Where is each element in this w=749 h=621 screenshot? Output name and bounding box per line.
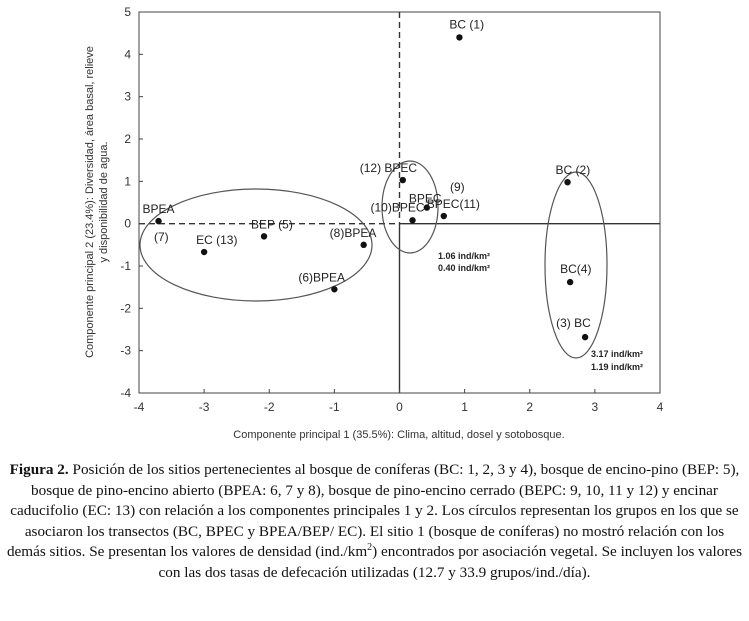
x-tick-label: -4 <box>134 400 145 414</box>
group-ellipses <box>139 160 608 359</box>
reference-lines <box>139 12 660 393</box>
y-tick-label: 1 <box>124 174 131 188</box>
x-tick-label: 1 <box>461 400 468 414</box>
data-point <box>399 176 406 184</box>
data-point <box>360 241 367 249</box>
density-label-bpec-1: 1.06 ind/km² <box>438 251 490 261</box>
data-point <box>200 248 208 256</box>
y-axis-ticks: -4 -3 -2 -1 0 1 2 3 4 5 <box>120 5 143 400</box>
point-label: BC (2) <box>556 163 591 177</box>
point-label: BEP (5) <box>251 217 293 231</box>
point-label: (3) BC <box>556 316 591 330</box>
data-point <box>260 233 268 240</box>
figure-caption: Figura 2. Posición de los sitios pertene… <box>4 460 745 583</box>
point-label: (7) <box>154 230 169 244</box>
point-label: (9) <box>450 180 465 194</box>
x-tick-label: 4 <box>657 400 664 414</box>
y-axis-title-line2: y disponibilidad de agua. <box>98 141 110 262</box>
point-label: BPEC <box>409 192 442 206</box>
x-axis-ticks: -4 -3 -2 -1 0 1 2 3 4 <box>134 389 664 414</box>
x-tick-label: 3 <box>592 400 599 414</box>
point-label: (10)BPEC <box>371 200 425 214</box>
point-labels: BC (1) BC (2) BC(4) (3) BC BPEA (7) EC (13) BEP… <box>143 17 592 330</box>
y-tick-label: -4 <box>120 386 131 400</box>
pca-scatter-chart: -4 -3 -2 -1 0 1 2 3 4 -4 -3 -2 -1 0 1 2 3 4 5 BC (1) BC (2… <box>84 5 664 441</box>
caption-title: Figura 2. <box>9 461 69 478</box>
point-label: BPEC(11) <box>427 197 480 211</box>
x-tick-label: -3 <box>199 400 210 414</box>
ellipse-bc <box>544 171 608 359</box>
x-tick-label: 0 <box>396 400 403 414</box>
density-label-bc-2: 1.19 ind/km² <box>591 362 643 372</box>
data-point <box>440 212 447 220</box>
x-axis-title: Componente principal 1 (35.5%): Clima, a… <box>233 429 564 441</box>
data-point <box>564 178 571 186</box>
y-tick-label: -2 <box>120 301 131 315</box>
data-point <box>155 217 162 225</box>
y-tick-label: 5 <box>124 5 131 19</box>
point-label: BPEA <box>143 202 175 216</box>
y-axis-title-line1: Componente principal 2 (23.4%): Diversid… <box>84 46 96 358</box>
data-point <box>423 204 431 211</box>
point-label: (12) BPEC <box>360 161 418 175</box>
y-tick-label: 4 <box>124 47 131 61</box>
ellipse-bpea-bep-ec <box>139 188 373 302</box>
caption-text: Posición de los sitios pertenecientes al… <box>6 461 740 560</box>
density-label-bpec-2: 0.40 ind/km² <box>438 263 490 273</box>
data-points <box>155 34 589 341</box>
point-label: (8)BPEA <box>330 226 377 240</box>
data-point <box>331 286 338 293</box>
caption-superscript: 2 <box>367 541 373 553</box>
y-tick-label: -1 <box>120 259 131 273</box>
density-label-bc-1: 3.17 ind/km² <box>591 349 643 359</box>
point-label: (6)BPEA <box>298 270 345 284</box>
caption-text-end: ) encontrados por asociación vegetal. Se… <box>158 543 743 581</box>
pca-figure: -4 -3 -2 -1 0 1 2 3 4 -4 -3 -2 -1 0 1 2 3 4 5 BC (1) BC (2… <box>84 5 664 441</box>
point-label: EC (13) <box>196 233 237 247</box>
y-tick-label: 0 <box>124 217 131 231</box>
y-tick-label: 3 <box>124 90 131 104</box>
x-tick-label: -2 <box>264 400 275 414</box>
x-tick-label: -1 <box>329 400 340 414</box>
data-point <box>409 217 416 224</box>
ellipse-bpec <box>381 160 439 254</box>
point-label: BC (1) <box>449 17 484 31</box>
x-tick-label: 2 <box>526 400 533 414</box>
y-tick-label: 2 <box>124 132 131 146</box>
data-point <box>566 278 574 286</box>
point-label: BC(4) <box>560 262 591 276</box>
data-point <box>581 333 589 341</box>
y-tick-label: -3 <box>120 344 131 358</box>
data-point <box>456 34 463 41</box>
